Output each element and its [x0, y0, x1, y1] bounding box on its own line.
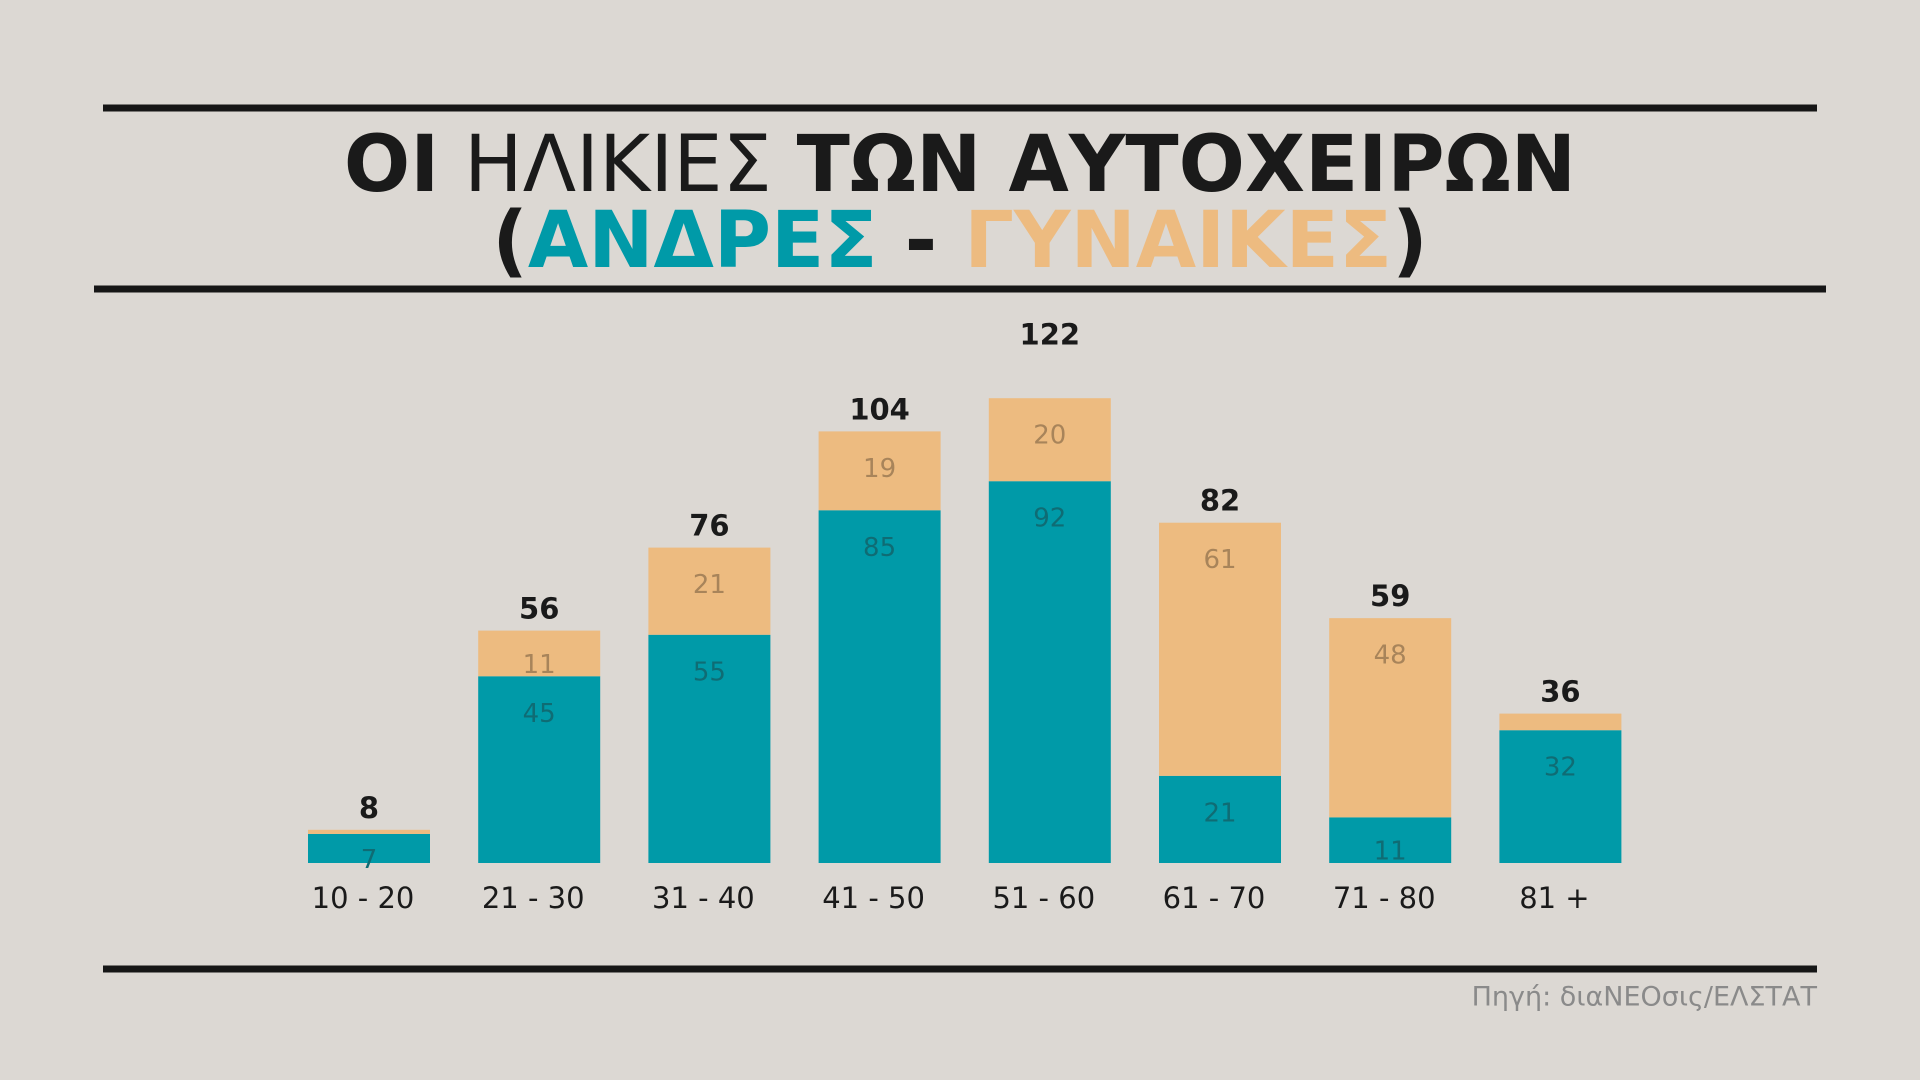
data-label: 20 [1033, 421, 1066, 451]
data-label: 45 [523, 699, 556, 729]
total-label: 104 [849, 392, 910, 426]
data-label: 92 [1033, 504, 1066, 534]
data-label: 61 [1203, 545, 1236, 575]
data-label: 55 [693, 657, 726, 687]
legend-entry: ΓΥΝΑΙΚΕΣ [964, 196, 1392, 286]
bar-segment [988, 398, 1111, 482]
bar-segment [1499, 713, 1622, 731]
bar-segment [1329, 618, 1452, 818]
data-label: 21 [1203, 798, 1236, 828]
total-label: 82 [1200, 484, 1240, 518]
data-label: 11 [523, 650, 556, 680]
total-label: 56 [519, 592, 559, 626]
total-label: 59 [1370, 579, 1410, 613]
x-tick-label: 81 + [1519, 881, 1589, 915]
source: Πηγή: διαΝΕΟσις/ΕΛΣΤΑΤ [1472, 982, 1818, 1013]
total-label: 36 [1540, 675, 1580, 709]
chart-subtitle: (ΑΝΔΡΕΣ - ΓΥΝΑΙΚΕΣ) [492, 196, 1428, 286]
data-label: 85 [863, 533, 896, 563]
bar-segment [1329, 817, 1452, 863]
title-part: ΟΙ [344, 120, 439, 210]
x-tick-label: 71 - 80 [1333, 881, 1436, 915]
total-label: 122 [1020, 318, 1081, 352]
x-tick-label: 51 - 60 [992, 881, 1095, 915]
x-tick-label: 61 - 70 [1163, 881, 1266, 915]
legend-entry: ΑΝΔΡΕΣ [528, 196, 878, 286]
bar-segment [648, 634, 771, 863]
data-label: 48 [1374, 641, 1407, 671]
chart-title: ΟΙ ΗΛΙΚΙΕΣ ΤΩΝ ΑΥΤΟΧΕΙΡΩΝ [344, 120, 1576, 210]
punctuation: ) [1392, 196, 1428, 286]
title-part: ΗΛΙΚΙΕΣ [464, 120, 772, 210]
bar-segment [648, 547, 771, 635]
bar-segment [478, 676, 601, 863]
data-label: 7 [361, 845, 378, 875]
total-label: 8 [359, 791, 379, 825]
data-label: 32 [1544, 753, 1577, 783]
x-tick-label: 31 - 40 [652, 881, 755, 915]
bar-segment [1499, 730, 1622, 863]
punctuation: ( [492, 196, 528, 286]
x-tick-label: 41 - 50 [822, 881, 925, 915]
x-tick-label: 10 - 20 [312, 881, 415, 915]
bar-segment [308, 829, 430, 834]
bar-segment [988, 481, 1111, 863]
punctuation: - [905, 196, 937, 286]
title-part: ΤΩΝ ΑΥΤΟΧΕΙΡΩΝ [797, 120, 1577, 210]
total-label: 76 [689, 509, 729, 543]
data-label: 11 [1374, 837, 1407, 867]
x-tick-label: 21 - 30 [482, 881, 585, 915]
bar-segment [478, 630, 601, 677]
data-label: 21 [693, 570, 726, 600]
data-label: 19 [863, 454, 896, 484]
bar-segment [308, 833, 430, 863]
bar-segment [818, 431, 941, 511]
bar-segment [818, 510, 941, 863]
bar-segment [1159, 775, 1281, 863]
bar-segment [1159, 522, 1281, 776]
